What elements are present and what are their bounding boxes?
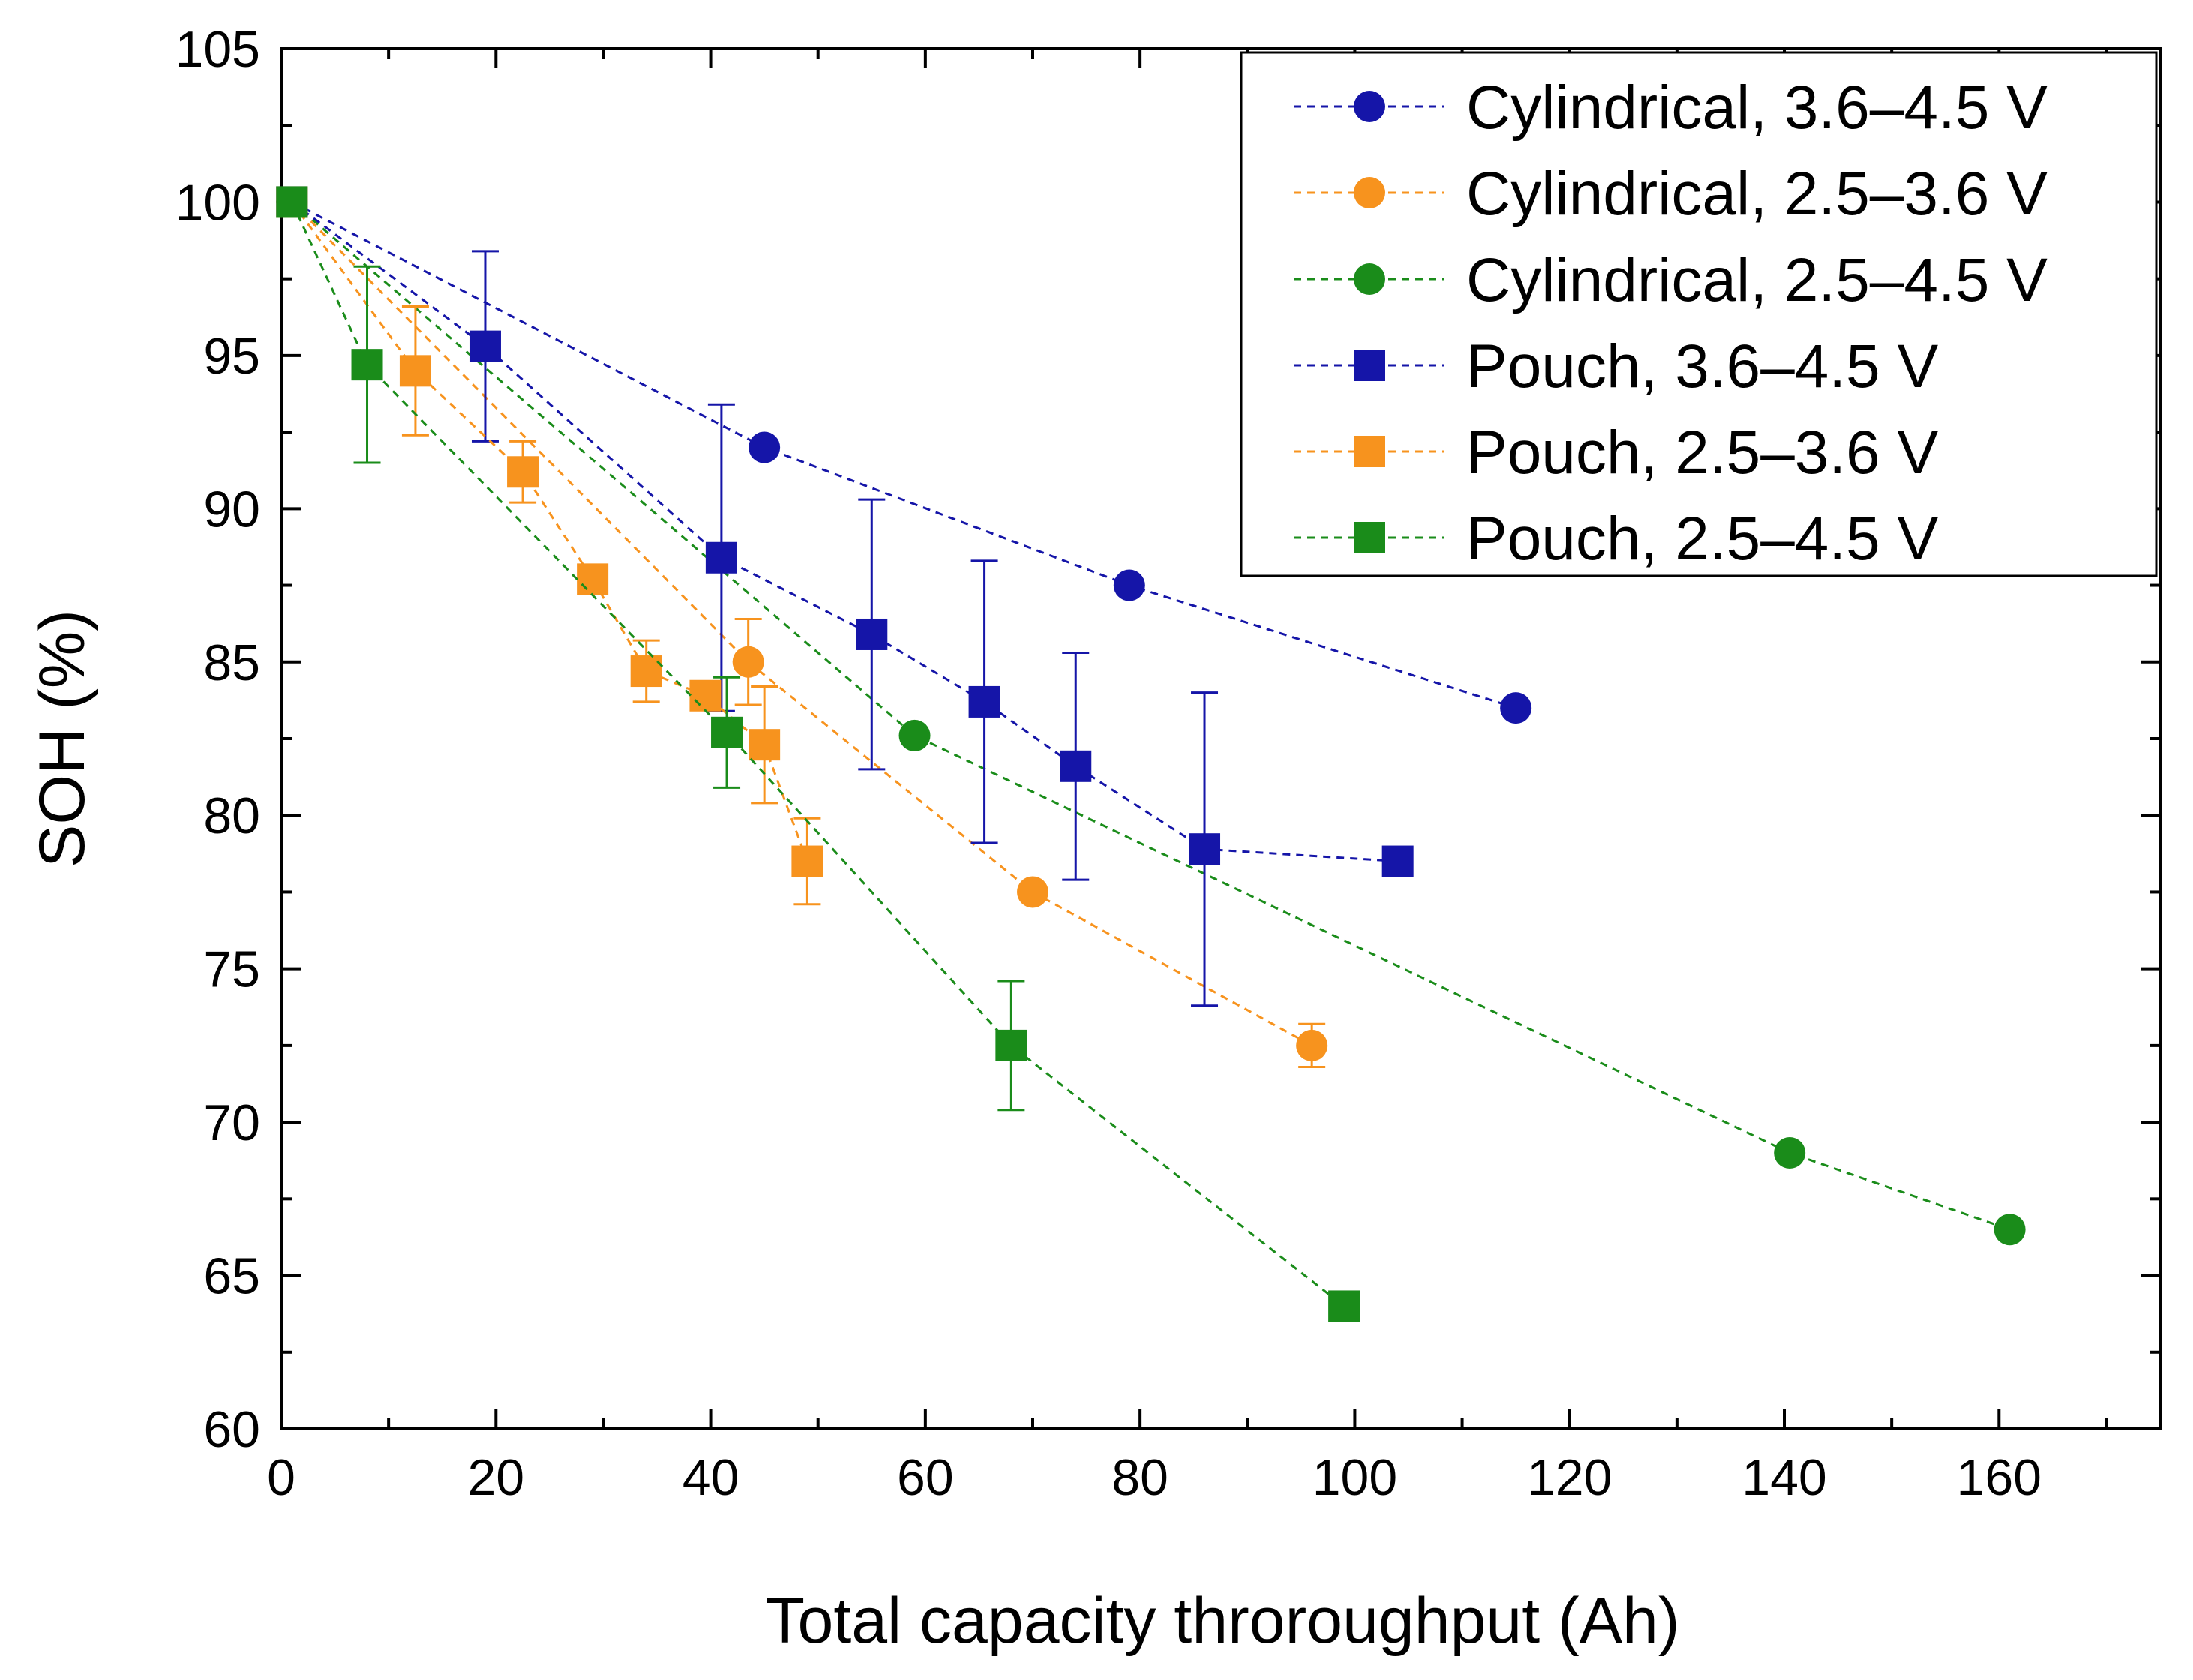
legend-label: Pouch, 3.6–4.5 V — [1466, 332, 1938, 400]
series-2 — [276, 186, 1328, 1069]
data-point — [351, 349, 383, 381]
data-point — [507, 456, 539, 488]
x-tick-label: 120 — [1527, 1449, 1612, 1506]
series-line — [290, 201, 1346, 1307]
legend-marker — [1354, 91, 1385, 122]
data-point — [1500, 692, 1532, 724]
y-tick-label: 80 — [203, 788, 260, 844]
legend-items: Cylindrical, 3.6–4.5 V Cylindrical, 2.5–3… — [1294, 74, 2048, 573]
legend-marker — [1354, 436, 1385, 467]
legend: Cylindrical, 3.6–4.5 V Cylindrical, 2.5–3… — [1240, 51, 2158, 578]
data-point — [748, 431, 781, 464]
legend-item: Cylindrical, 2.5–4.5 V — [1294, 246, 2048, 314]
data-point — [1296, 1029, 1328, 1061]
series-line — [291, 201, 808, 862]
series-4 — [276, 186, 1414, 1007]
data-point — [732, 646, 764, 678]
legend-item: Cylindrical, 2.5–3.6 V — [1294, 160, 2048, 228]
x-tick-label: 40 — [682, 1449, 740, 1506]
data-point — [469, 330, 501, 362]
legend-label: Pouch, 2.5–3.6 V — [1466, 418, 1938, 487]
data-point — [1774, 1137, 1806, 1168]
data-point — [968, 686, 1000, 718]
legend-marker — [1354, 350, 1385, 381]
data-point — [577, 563, 609, 596]
legend-marker — [1354, 177, 1385, 208]
y-tick-label: 75 — [203, 941, 260, 998]
data-point — [399, 355, 431, 387]
x-tick-label: 60 — [897, 1449, 954, 1506]
x-tick-label: 20 — [467, 1449, 524, 1506]
tick-labels: 0 20 40 60 80 100 120 140 160 60 65 70 75 80 85 90 95 100… — [176, 21, 2042, 1506]
data-point — [995, 1029, 1028, 1061]
data-point — [1382, 845, 1414, 878]
legend-box — [1240, 51, 2158, 578]
series-6 — [276, 186, 1360, 1322]
legend-label: Cylindrical, 3.6–4.5 V — [1466, 74, 2048, 142]
legend-label: Pouch, 2.5–4.5 V — [1466, 505, 1938, 573]
legend-item: Pouch, 3.6–4.5 V — [1294, 332, 1938, 400]
data-point — [630, 656, 662, 688]
data-point — [748, 729, 781, 761]
data-point — [1017, 876, 1048, 908]
legend-item: Cylindrical, 3.6–4.5 V — [1294, 74, 2048, 142]
y-axis-title: SOH (%) — [26, 610, 98, 868]
data-point — [1060, 750, 1092, 782]
legend-label: Cylindrical, 2.5–4.5 V — [1466, 246, 2048, 314]
data-point — [898, 719, 931, 752]
data-point — [1189, 833, 1221, 866]
legend-item: Pouch, 2.5–4.5 V — [1294, 505, 1938, 573]
data-point — [856, 618, 888, 650]
x-tick-label: 100 — [1312, 1449, 1397, 1506]
series-line — [291, 201, 1312, 1047]
y-tick-label: 60 — [203, 1401, 260, 1458]
y-tick-label: 65 — [203, 1248, 260, 1305]
x-tick-label: 0 — [267, 1449, 296, 1506]
series-line — [291, 201, 2011, 1231]
legend-marker — [1354, 263, 1385, 295]
series-line — [291, 201, 1398, 863]
y-tick-label: 105 — [176, 21, 260, 78]
y-tick-label: 85 — [203, 634, 260, 692]
legend-marker — [1354, 522, 1385, 554]
y-tick-label: 70 — [203, 1094, 260, 1151]
x-tick-label: 80 — [1112, 1449, 1168, 1506]
legend-label: Cylindrical, 2.5–3.6 V — [1466, 160, 2048, 228]
y-tick-label: 90 — [203, 481, 260, 538]
data-point — [276, 186, 308, 218]
legend-item: Pouch, 2.5–3.6 V — [1294, 418, 1938, 487]
data-point — [1994, 1214, 2026, 1246]
series-line — [291, 201, 1516, 710]
data-point — [1328, 1290, 1360, 1322]
data-point — [705, 542, 737, 574]
data-point — [791, 845, 824, 878]
series-5 — [276, 186, 824, 906]
x-tick-label: 160 — [1957, 1449, 2042, 1506]
y-tick-label: 100 — [176, 174, 260, 231]
data-point — [1113, 569, 1145, 602]
data-point — [689, 680, 722, 712]
y-tick-label: 95 — [203, 328, 260, 385]
x-axis-title: Total capacity throroughput (Ah) — [766, 1585, 1680, 1657]
data-point — [711, 716, 743, 748]
x-tick-label: 140 — [1742, 1449, 1826, 1506]
series-layer — [276, 186, 2026, 1322]
